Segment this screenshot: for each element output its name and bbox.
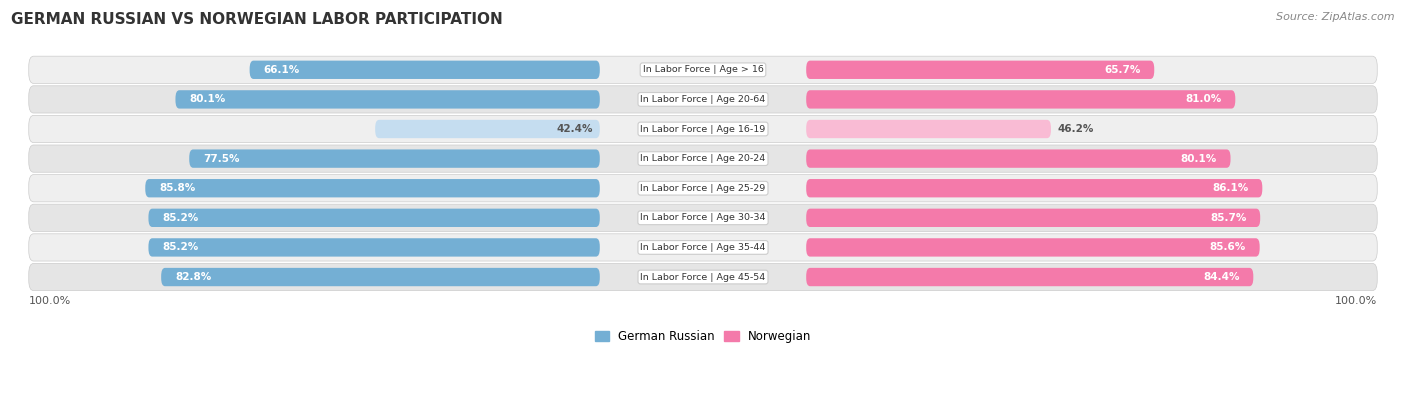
FancyBboxPatch shape: [28, 204, 1378, 231]
Text: In Labor Force | Age 45-54: In Labor Force | Age 45-54: [640, 273, 766, 282]
FancyBboxPatch shape: [28, 56, 1378, 83]
Text: In Labor Force | Age 35-44: In Labor Force | Age 35-44: [640, 243, 766, 252]
FancyBboxPatch shape: [806, 120, 1050, 138]
Text: In Labor Force | Age 16-19: In Labor Force | Age 16-19: [640, 124, 766, 134]
FancyBboxPatch shape: [28, 175, 1378, 202]
FancyBboxPatch shape: [28, 115, 1378, 143]
Text: GERMAN RUSSIAN VS NORWEGIAN LABOR PARTICIPATION: GERMAN RUSSIAN VS NORWEGIAN LABOR PARTIC…: [11, 12, 503, 27]
Text: 42.4%: 42.4%: [557, 124, 593, 134]
FancyBboxPatch shape: [28, 86, 1378, 113]
FancyBboxPatch shape: [176, 90, 600, 109]
Text: In Labor Force | Age 20-24: In Labor Force | Age 20-24: [640, 154, 766, 163]
FancyBboxPatch shape: [806, 90, 1236, 109]
Text: In Labor Force | Age > 16: In Labor Force | Age > 16: [643, 65, 763, 74]
FancyBboxPatch shape: [806, 60, 1154, 79]
Text: 84.4%: 84.4%: [1204, 272, 1240, 282]
Legend: German Russian, Norwegian: German Russian, Norwegian: [591, 325, 815, 348]
FancyBboxPatch shape: [28, 263, 1378, 291]
Text: 85.6%: 85.6%: [1209, 243, 1246, 252]
Text: 66.1%: 66.1%: [263, 65, 299, 75]
FancyBboxPatch shape: [162, 268, 600, 286]
Text: 85.2%: 85.2%: [162, 243, 198, 252]
Text: In Labor Force | Age 30-34: In Labor Force | Age 30-34: [640, 213, 766, 222]
Text: In Labor Force | Age 20-64: In Labor Force | Age 20-64: [640, 95, 766, 104]
FancyBboxPatch shape: [149, 238, 600, 257]
Text: 80.1%: 80.1%: [1181, 154, 1216, 164]
Text: 86.1%: 86.1%: [1212, 183, 1249, 193]
Text: Source: ZipAtlas.com: Source: ZipAtlas.com: [1277, 12, 1395, 22]
FancyBboxPatch shape: [190, 149, 600, 168]
Text: 80.1%: 80.1%: [190, 94, 225, 104]
Text: 85.7%: 85.7%: [1211, 213, 1247, 223]
FancyBboxPatch shape: [806, 149, 1230, 168]
FancyBboxPatch shape: [806, 238, 1260, 257]
FancyBboxPatch shape: [375, 120, 600, 138]
Text: 82.8%: 82.8%: [174, 272, 211, 282]
FancyBboxPatch shape: [806, 268, 1253, 286]
Text: 81.0%: 81.0%: [1185, 94, 1222, 104]
FancyBboxPatch shape: [28, 234, 1378, 261]
Text: 77.5%: 77.5%: [202, 154, 239, 164]
FancyBboxPatch shape: [806, 209, 1260, 227]
FancyBboxPatch shape: [149, 209, 600, 227]
Text: 85.2%: 85.2%: [162, 213, 198, 223]
Text: 85.8%: 85.8%: [159, 183, 195, 193]
Text: 100.0%: 100.0%: [1334, 296, 1378, 306]
Text: 65.7%: 65.7%: [1104, 65, 1140, 75]
FancyBboxPatch shape: [28, 145, 1378, 172]
FancyBboxPatch shape: [250, 60, 600, 79]
Text: In Labor Force | Age 25-29: In Labor Force | Age 25-29: [640, 184, 766, 193]
FancyBboxPatch shape: [145, 179, 600, 198]
Text: 46.2%: 46.2%: [1057, 124, 1094, 134]
FancyBboxPatch shape: [806, 179, 1263, 198]
Text: 100.0%: 100.0%: [28, 296, 72, 306]
